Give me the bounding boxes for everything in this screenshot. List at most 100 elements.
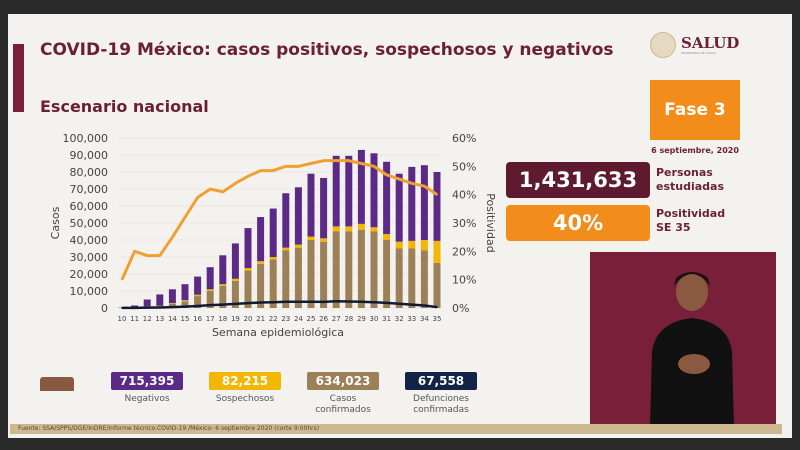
y-tick-label: 80,000 (70, 166, 109, 179)
point-positividad (348, 159, 350, 162)
x-tick-label: 23 (281, 315, 290, 323)
bar-confirmados (294, 247, 302, 308)
x-tick-label: 34 (420, 315, 429, 323)
bar-negativos (383, 161, 391, 235)
x-tick-label: 22 (269, 315, 278, 323)
bar-negativos (420, 165, 428, 240)
report-date: 6 septiembre, 2020 (651, 146, 739, 155)
bar-negativos (244, 228, 252, 269)
point-defunciones (272, 301, 275, 304)
point-positividad (259, 169, 262, 172)
y2-tick-label: 40% (452, 189, 476, 202)
bar-sospechosos (231, 278, 239, 281)
x-tick-label: 11 (130, 315, 139, 323)
y2-tick-label: 30% (452, 217, 476, 230)
bar-negativos (181, 284, 189, 301)
y2-tick-label: 10% (452, 274, 476, 287)
y2-axis-label: Positividad (484, 193, 497, 252)
point-positividad (285, 165, 287, 168)
x-tick-label: 31 (382, 315, 391, 323)
point-positividad (171, 236, 174, 238)
bar-confirmados (332, 231, 340, 308)
bar-sospechosos (320, 238, 328, 242)
point-positividad (159, 254, 161, 257)
subtitle: Escenario nacional (40, 97, 209, 116)
bar-negativos (168, 289, 176, 304)
bar-negativos (307, 173, 315, 237)
point-defunciones (360, 300, 363, 303)
bar-confirmados (433, 262, 441, 308)
y2-tick-label: 60% (452, 132, 476, 145)
point-defunciones (234, 303, 237, 305)
summary-value: 67,558 (405, 372, 477, 390)
label-line: Positividad (656, 207, 726, 220)
logo-text: SALUD (681, 33, 740, 52)
page-title: COVID-19 México: casos positivos, sospec… (40, 40, 614, 60)
bar-negativos (332, 155, 340, 227)
x-tick-label: 12 (143, 315, 152, 323)
bar-negativos (433, 172, 441, 241)
bar-sospechosos (219, 284, 227, 286)
seal-icon (650, 32, 676, 58)
bar-negativos (131, 305, 139, 308)
bar-negativos (257, 217, 265, 262)
point-defunciones (297, 300, 300, 303)
bar-sospechosos (408, 240, 416, 249)
x-tick-label: 24 (294, 315, 303, 323)
bar-sospechosos (332, 226, 340, 232)
bar-sospechosos (395, 241, 403, 249)
interpreter-figure (650, 272, 734, 426)
bar-sospechosos (294, 244, 302, 248)
kpi-positividad-value: 40% (506, 205, 650, 241)
point-positividad (373, 165, 375, 168)
bar-negativos (408, 166, 416, 241)
bar-sospechosos (370, 227, 378, 232)
bar-sospechosos (244, 268, 252, 271)
point-positividad (146, 254, 148, 257)
point-positividad (423, 185, 426, 187)
y-tick-label: 40,000 (70, 234, 109, 247)
bar-sospechosos (282, 247, 290, 251)
bar-sospechosos (257, 261, 265, 264)
y2-tick-label: 50% (452, 160, 476, 173)
x-tick-label: 13 (155, 315, 164, 323)
bar-confirmados (219, 285, 227, 308)
bar-sospechosos (206, 289, 214, 291)
x-tick-label: 15 (181, 315, 190, 323)
point-positividad (234, 182, 237, 185)
y-tick-label: 70,000 (70, 183, 109, 196)
summary-label: Sospechosos (215, 394, 275, 404)
salud-logo: SALUD SECRETARÍA DE SALUD (650, 32, 739, 58)
point-defunciones (335, 300, 338, 303)
bar-confirmados (231, 280, 239, 308)
x-tick-label: 18 (218, 315, 227, 323)
x-tick-label: 16 (193, 315, 202, 323)
y-axis-label: Casos (49, 206, 62, 239)
point-defunciones (121, 307, 123, 309)
bar-confirmados (257, 263, 265, 308)
bar-confirmados (269, 259, 277, 308)
x-tick-label: 20 (244, 315, 253, 323)
x-tick-label: 17 (206, 315, 215, 323)
point-positividad (222, 191, 224, 193)
bar-negativos (357, 149, 365, 224)
point-defunciones (159, 306, 161, 309)
bar-negativos (395, 173, 403, 242)
x-tick-label: 21 (256, 315, 265, 323)
point-positividad (272, 169, 275, 172)
bar-negativos (320, 177, 328, 239)
point-positividad (184, 216, 186, 219)
y-tick-label: 60,000 (70, 200, 109, 213)
point-defunciones (398, 302, 401, 305)
bar-sospechosos (383, 234, 391, 240)
x-tick-label: 25 (307, 315, 316, 323)
bar-confirmados (408, 248, 416, 308)
bar-confirmados (395, 248, 403, 308)
label-line: estudiadas (656, 180, 725, 193)
bar-negativos (269, 208, 277, 257)
summary-label: Negativos (124, 394, 170, 404)
summary-value: 82,215 (209, 372, 281, 390)
bar-sospechosos (345, 226, 353, 232)
logo-small-icon (40, 377, 74, 391)
